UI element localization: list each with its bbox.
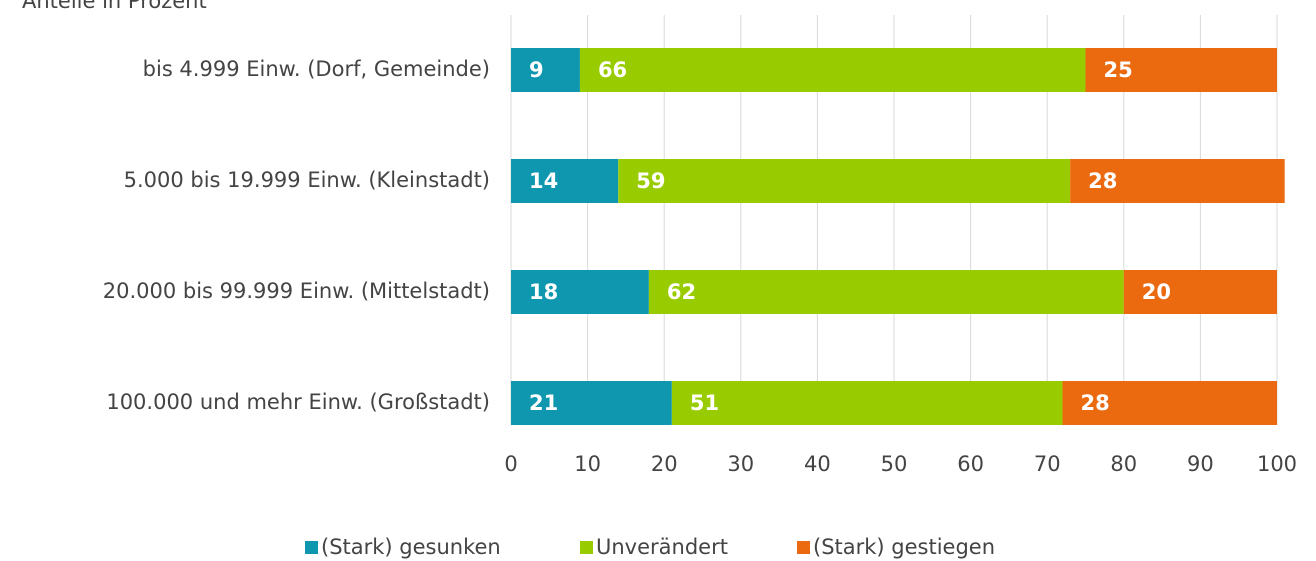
x-tick-label: 0 bbox=[504, 452, 517, 476]
bar-segment bbox=[1085, 48, 1277, 92]
x-tick-label: 20 bbox=[651, 452, 678, 476]
x-tick-label: 40 bbox=[804, 452, 831, 476]
legend-swatch bbox=[580, 541, 593, 554]
bar-segment bbox=[648, 270, 1124, 314]
x-tick-label: 70 bbox=[1034, 452, 1061, 476]
data-label: 18 bbox=[529, 280, 558, 304]
bar-segment bbox=[511, 381, 672, 425]
bar-segment bbox=[511, 270, 649, 314]
data-label: 21 bbox=[529, 391, 558, 415]
bar-segment bbox=[1070, 159, 1285, 203]
bar-segment bbox=[618, 159, 1071, 203]
y-tick-label: 5.000 bis 19.999 Einw. (Kleinstadt) bbox=[124, 168, 490, 192]
x-tick-label: 10 bbox=[574, 452, 601, 476]
legend-label: Unverändert bbox=[596, 535, 728, 559]
bar-segment bbox=[511, 159, 619, 203]
x-tick-label: 80 bbox=[1110, 452, 1137, 476]
data-label: 51 bbox=[690, 391, 719, 415]
x-tick-label: 50 bbox=[881, 452, 908, 476]
x-tick-label: 30 bbox=[727, 452, 754, 476]
data-label: 66 bbox=[598, 58, 627, 82]
data-label: 28 bbox=[1088, 169, 1117, 193]
data-label: 28 bbox=[1081, 391, 1110, 415]
y-tick-label: bis 4.999 Einw. (Dorf, Gemeinde) bbox=[143, 57, 490, 81]
x-tick-label: 100 bbox=[1257, 452, 1297, 476]
bar-segment bbox=[1062, 381, 1277, 425]
x-tick-label: 90 bbox=[1187, 452, 1214, 476]
legend-label: (Stark) gesunken bbox=[321, 535, 501, 559]
data-label: 25 bbox=[1104, 58, 1133, 82]
data-label: 20 bbox=[1142, 280, 1171, 304]
legend-label: (Stark) gestiegen bbox=[813, 535, 995, 559]
data-label: 59 bbox=[636, 169, 665, 193]
legend-swatch bbox=[797, 541, 810, 554]
bar-segment bbox=[1123, 270, 1277, 314]
data-label: 9 bbox=[529, 58, 544, 82]
chart-title: Anteile in Prozent bbox=[22, 0, 207, 13]
bar-segment bbox=[671, 381, 1063, 425]
legend-swatch bbox=[305, 541, 318, 554]
data-label: 62 bbox=[667, 280, 696, 304]
x-tick-label: 60 bbox=[957, 452, 984, 476]
bar-segment bbox=[511, 48, 580, 92]
y-tick-label: 100.000 und mehr Einw. (Großstadt) bbox=[106, 390, 490, 414]
data-label: 14 bbox=[529, 169, 558, 193]
bar-segment bbox=[579, 48, 1086, 92]
y-tick-label: 20.000 bis 99.999 Einw. (Mittelstadt) bbox=[103, 279, 490, 303]
